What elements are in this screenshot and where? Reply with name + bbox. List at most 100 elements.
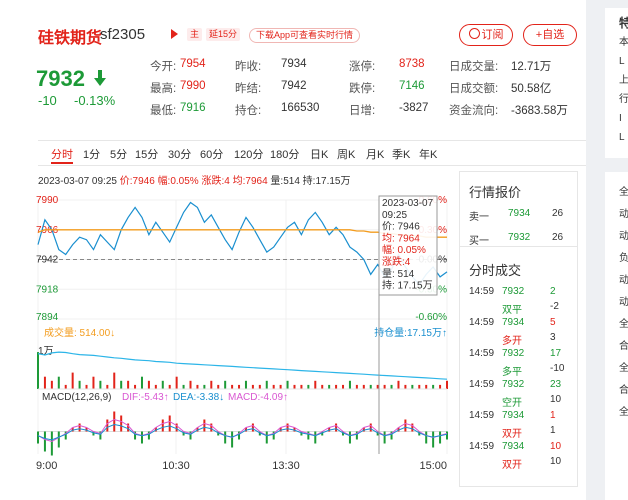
dea-line	[37, 423, 448, 441]
trade-price: 7934	[502, 317, 525, 328]
quote-item: 最高: 7990	[150, 80, 206, 96]
volume-bar	[411, 384, 414, 389]
volume-bar	[425, 384, 428, 389]
period-tab[interactable]: 月K	[366, 149, 385, 161]
dif-line	[37, 418, 448, 443]
volume-bar	[182, 384, 185, 389]
quote-value: -3683.58万	[511, 105, 568, 117]
macd-bar	[251, 423, 254, 432]
volume-bar	[446, 380, 448, 389]
macd-bar	[99, 431, 102, 440]
period-tab[interactable]: 30分	[168, 149, 192, 161]
macd-label: MACD(12,26,9)	[42, 392, 111, 403]
macd-bar	[196, 427, 199, 432]
macd-bar	[314, 431, 317, 444]
volume-unit: 1万	[38, 346, 54, 357]
trade-volume: 1	[550, 410, 556, 421]
macd-bar	[50, 431, 53, 456]
delay-tag: 延15分	[206, 28, 241, 41]
play-icon[interactable]	[171, 29, 178, 39]
macd-bar	[64, 431, 67, 440]
volume-bar	[244, 380, 247, 389]
tooltip-line: 持: 17.15万	[382, 279, 433, 292]
macd-bar	[397, 427, 400, 432]
price-change-pct: -0.13%	[74, 93, 116, 108]
trade-volume: 10	[550, 441, 562, 452]
tooltip-line: 均: 7964	[382, 232, 420, 244]
quote-value: 8738	[399, 58, 425, 70]
macd-bar	[432, 431, 435, 448]
quote-item: 资金流向: -3683.58万	[449, 102, 568, 118]
volume-bar	[64, 384, 67, 389]
book-volume: 26	[552, 208, 564, 219]
side-card-bottom: 全动动负动动全合全合全	[605, 172, 628, 500]
intraday-chart[interactable]: 799079667942791878940.60%0.30%0.00%-0.30…	[0, 186, 455, 476]
volume-bar	[362, 384, 365, 389]
period-tab[interactable]: 分时	[51, 149, 73, 161]
side-line: 上	[619, 75, 628, 86]
volume-bar	[161, 380, 164, 389]
main-panel: 硅铁期货 sf2305 主 延15分 下载App可查看实时行情 订阅 +自选 7…	[0, 0, 586, 500]
x-tick-label: 10:30	[162, 460, 190, 472]
macd-bar	[43, 431, 46, 452]
volume-bar	[251, 384, 254, 389]
add-favorite-button[interactable]: +自选	[523, 24, 577, 46]
period-tab[interactable]: 年K	[419, 149, 438, 161]
download-app-link[interactable]: 下载App可查看实时行情	[249, 28, 361, 43]
macd-bar	[175, 423, 178, 432]
macd-bar	[85, 427, 88, 432]
y-tick-label: 7918	[36, 284, 59, 295]
volume-bar	[78, 380, 81, 389]
side-line: 行	[619, 94, 628, 105]
side-line: 负	[619, 253, 628, 264]
period-tab[interactable]: 周K	[337, 149, 356, 161]
volume-bar	[293, 384, 296, 389]
period-tab[interactable]: 180分	[270, 149, 300, 161]
period-tab[interactable]: 5分	[110, 149, 128, 161]
book-label: 买一	[469, 236, 489, 247]
trade-price: 7932	[502, 348, 525, 359]
y-tick-label: 7990	[36, 195, 59, 206]
macd-bar	[244, 427, 247, 432]
period-tab[interactable]: 日K	[310, 149, 329, 161]
main-contract-tag: 主	[187, 28, 203, 41]
trade-volume: 23	[550, 379, 562, 390]
period-tab[interactable]: 15分	[135, 149, 159, 161]
x-tick-label: 15:00	[419, 460, 447, 472]
macd-bar	[425, 431, 428, 444]
volume-bar	[335, 384, 338, 389]
trade-delta: 10	[550, 394, 562, 405]
info-price: 价:7946	[119, 176, 155, 187]
macd-bar	[161, 419, 164, 432]
x-tick-label: 9:00	[36, 460, 57, 472]
divider	[460, 246, 577, 247]
volume-bar	[224, 380, 227, 389]
period-tab[interactable]: 60分	[200, 149, 224, 161]
macd-bar	[411, 423, 414, 432]
trade-time: 14:59	[469, 410, 495, 421]
quote-value: 7942	[281, 80, 307, 92]
volume-bar	[355, 384, 358, 389]
period-tab[interactable]: 季K	[392, 149, 411, 161]
macd-bar	[404, 419, 407, 432]
period-tab[interactable]: 1分	[83, 149, 101, 161]
volume-bar	[328, 384, 331, 389]
macd-bar	[134, 431, 137, 440]
active-tab-underline	[51, 162, 73, 164]
subscribe-button[interactable]: 订阅	[459, 24, 513, 46]
macd-bar	[300, 431, 303, 436]
volume-bar	[43, 376, 46, 389]
quote-item: 涨停: 8738	[349, 58, 425, 74]
volume-bar	[439, 384, 442, 389]
dea-label: DEA:-3.38↓	[173, 392, 224, 403]
macd-bar	[307, 431, 310, 440]
macd-bar	[106, 419, 109, 432]
macd-value-label: MACD:-4.09↑	[228, 392, 288, 403]
quote-label: 最低:	[150, 105, 177, 117]
trade-volume: 17	[550, 348, 562, 359]
trade-time: 14:59	[469, 441, 495, 452]
volume-bar	[314, 380, 317, 389]
volume-bar	[210, 380, 213, 389]
period-tab[interactable]: 120分	[234, 149, 264, 161]
macd-bar	[279, 427, 282, 432]
